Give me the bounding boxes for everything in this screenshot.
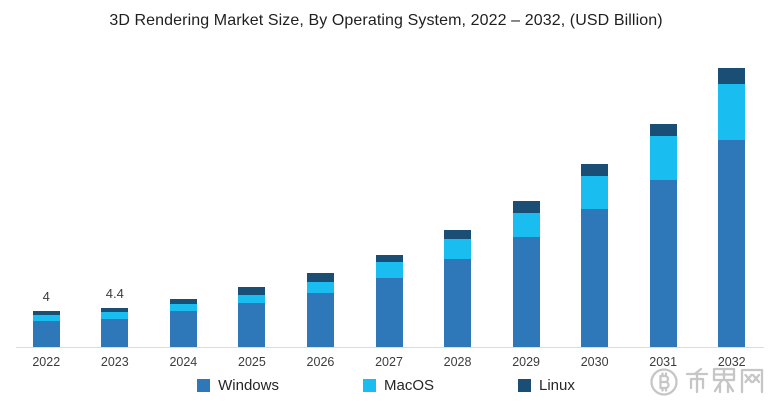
bar-2030 bbox=[581, 163, 609, 347]
bar-column-2023: 4.4 bbox=[81, 57, 150, 347]
bar-2029 bbox=[512, 201, 540, 347]
legend-item-linux: Linux bbox=[518, 377, 575, 394]
x-tick-2024: 2024 bbox=[169, 355, 198, 369]
bar-2028 bbox=[444, 229, 472, 347]
segment-macos-2029 bbox=[512, 212, 540, 237]
segment-linux-2030 bbox=[581, 163, 609, 177]
segment-linux-2031 bbox=[649, 123, 677, 137]
x-tick-2026: 2026 bbox=[306, 355, 335, 369]
bar-2031 bbox=[649, 123, 677, 347]
segment-macos-2027 bbox=[375, 261, 403, 278]
segment-linux-2028 bbox=[444, 229, 472, 240]
chart-title: 3D Rendering Market Size, By Operating S… bbox=[109, 12, 663, 29]
x-tick-2031: 2031 bbox=[649, 355, 678, 369]
x-tick-2029: 2029 bbox=[512, 355, 540, 369]
legend-label-macos: MacOS bbox=[383, 377, 434, 394]
bar-column-2028 bbox=[423, 57, 492, 347]
segment-macos-2022 bbox=[32, 315, 60, 322]
bar-column-2032 bbox=[697, 57, 766, 347]
legend: Windows MacOS Linux bbox=[0, 377, 772, 394]
segment-linux-2027 bbox=[375, 254, 403, 262]
bar-2023 bbox=[101, 307, 129, 347]
bar-2032 bbox=[718, 67, 746, 347]
x-axis-line bbox=[16, 347, 764, 348]
segment-macos-2030 bbox=[581, 176, 609, 209]
segment-macos-2032 bbox=[718, 84, 746, 140]
segment-macos-2031 bbox=[649, 136, 677, 180]
x-tick-2025: 2025 bbox=[238, 355, 266, 369]
segment-linux-2026 bbox=[306, 273, 334, 283]
bar-2027 bbox=[375, 254, 403, 347]
legend-label-linux: Linux bbox=[539, 377, 575, 394]
segment-macos-2026 bbox=[306, 282, 334, 293]
segment-windows-2023 bbox=[101, 318, 129, 347]
x-tick-2032: 2032 bbox=[717, 355, 746, 369]
bar-column-2030 bbox=[560, 57, 629, 347]
segment-linux-2032 bbox=[718, 67, 746, 85]
x-tick-2023: 2023 bbox=[100, 355, 129, 369]
segment-windows-2031 bbox=[649, 179, 677, 347]
segment-windows-2024 bbox=[169, 311, 197, 347]
bar-2024 bbox=[169, 299, 197, 347]
bar-2022 bbox=[32, 311, 60, 347]
bar-column-2031 bbox=[629, 57, 698, 347]
legend-item-windows: Windows bbox=[197, 377, 279, 394]
bar-2025 bbox=[238, 287, 266, 347]
bar-column-2025 bbox=[218, 57, 287, 347]
bar-2026 bbox=[306, 273, 334, 347]
segment-macos-2024 bbox=[169, 304, 197, 312]
bar-column-2029 bbox=[492, 57, 561, 347]
bar-column-2026 bbox=[286, 57, 355, 347]
legend-swatch-linux-icon bbox=[518, 379, 531, 392]
segment-linux-2023 bbox=[101, 307, 129, 313]
segment-windows-2026 bbox=[306, 292, 334, 347]
legend-swatch-macos-icon bbox=[362, 379, 376, 392]
legend-swatch-windows-icon bbox=[197, 379, 211, 392]
segment-windows-2030 bbox=[581, 209, 609, 347]
x-axis-labels: 2022 2023 2024 2025 2026 2027 2028 2029 2030 2031… bbox=[12, 355, 766, 369]
legend-item-macos: MacOS bbox=[362, 377, 434, 394]
legend-label-windows: Windows bbox=[218, 377, 279, 394]
segment-macos-2025 bbox=[238, 294, 266, 304]
bars-row: 4 4.4 bbox=[12, 57, 766, 347]
segment-linux-2022 bbox=[32, 311, 60, 316]
bar-column-2027 bbox=[355, 57, 424, 347]
bar-column-2024 bbox=[149, 57, 218, 347]
segment-windows-2022 bbox=[32, 321, 60, 347]
x-tick-2027: 2027 bbox=[375, 355, 403, 369]
segment-windows-2032 bbox=[718, 139, 746, 347]
segment-windows-2028 bbox=[444, 258, 472, 347]
segment-windows-2027 bbox=[375, 277, 403, 347]
segment-macos-2028 bbox=[444, 239, 472, 259]
segment-windows-2025 bbox=[238, 303, 266, 347]
bar-column-2022: 4 bbox=[12, 57, 81, 347]
data-label-2022: 4 bbox=[42, 289, 50, 305]
data-label-2023: 4.4 bbox=[105, 285, 124, 301]
x-tick-2030: 2030 bbox=[580, 355, 609, 369]
segment-linux-2024 bbox=[169, 299, 197, 305]
x-tick-2028: 2028 bbox=[443, 355, 472, 369]
x-tick-2022: 2022 bbox=[32, 355, 61, 369]
segment-macos-2023 bbox=[101, 312, 129, 319]
segment-windows-2029 bbox=[512, 236, 540, 347]
segment-linux-2029 bbox=[512, 201, 540, 213]
segment-linux-2025 bbox=[238, 287, 266, 295]
